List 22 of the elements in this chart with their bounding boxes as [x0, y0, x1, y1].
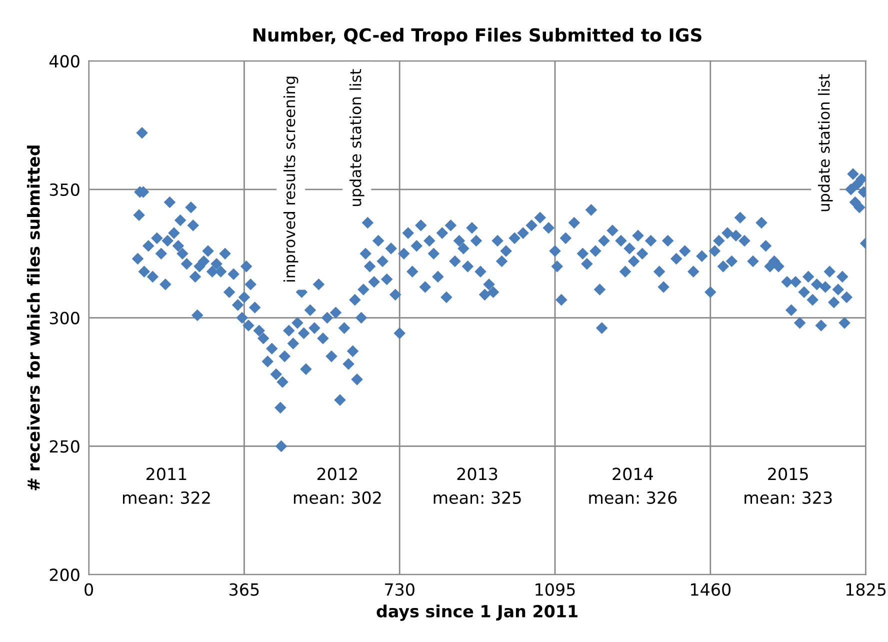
- annotation: update station list: [349, 69, 364, 206]
- annotation: improved results screening: [283, 76, 298, 282]
- x-tick-label: 1460: [691, 583, 730, 596]
- x-tick-label: 0: [84, 583, 93, 596]
- annotation: 2014 mean: 326: [589, 468, 677, 504]
- x-axis-title: days since 1 Jan 2011: [376, 604, 578, 621]
- annotation: update station list: [818, 74, 833, 212]
- annotation: 2012 mean: 302: [294, 468, 381, 504]
- x-tick-label: 1825: [846, 583, 886, 596]
- y-tick-label: 400: [49, 54, 80, 68]
- annotation: 2011 mean: 322: [123, 468, 210, 504]
- x-tick-label: 365: [230, 583, 259, 596]
- chart-title: Number, QC-ed Tropo Files Submitted to IGS: [254, 28, 702, 46]
- y-tick-label: 350: [50, 183, 80, 196]
- y-tick-label: 200: [50, 568, 80, 582]
- x-tick-label: 730: [385, 583, 414, 596]
- y-tick-label: 250: [50, 440, 80, 453]
- annotation: 2013 mean: 325: [434, 468, 521, 504]
- annotation: 2015 mean: 323: [744, 468, 832, 504]
- y-axis-title: # receivers for which files submitted: [26, 146, 40, 490]
- y-tick-label: 300: [50, 312, 80, 324]
- x-tick-label: 1095: [536, 583, 575, 596]
